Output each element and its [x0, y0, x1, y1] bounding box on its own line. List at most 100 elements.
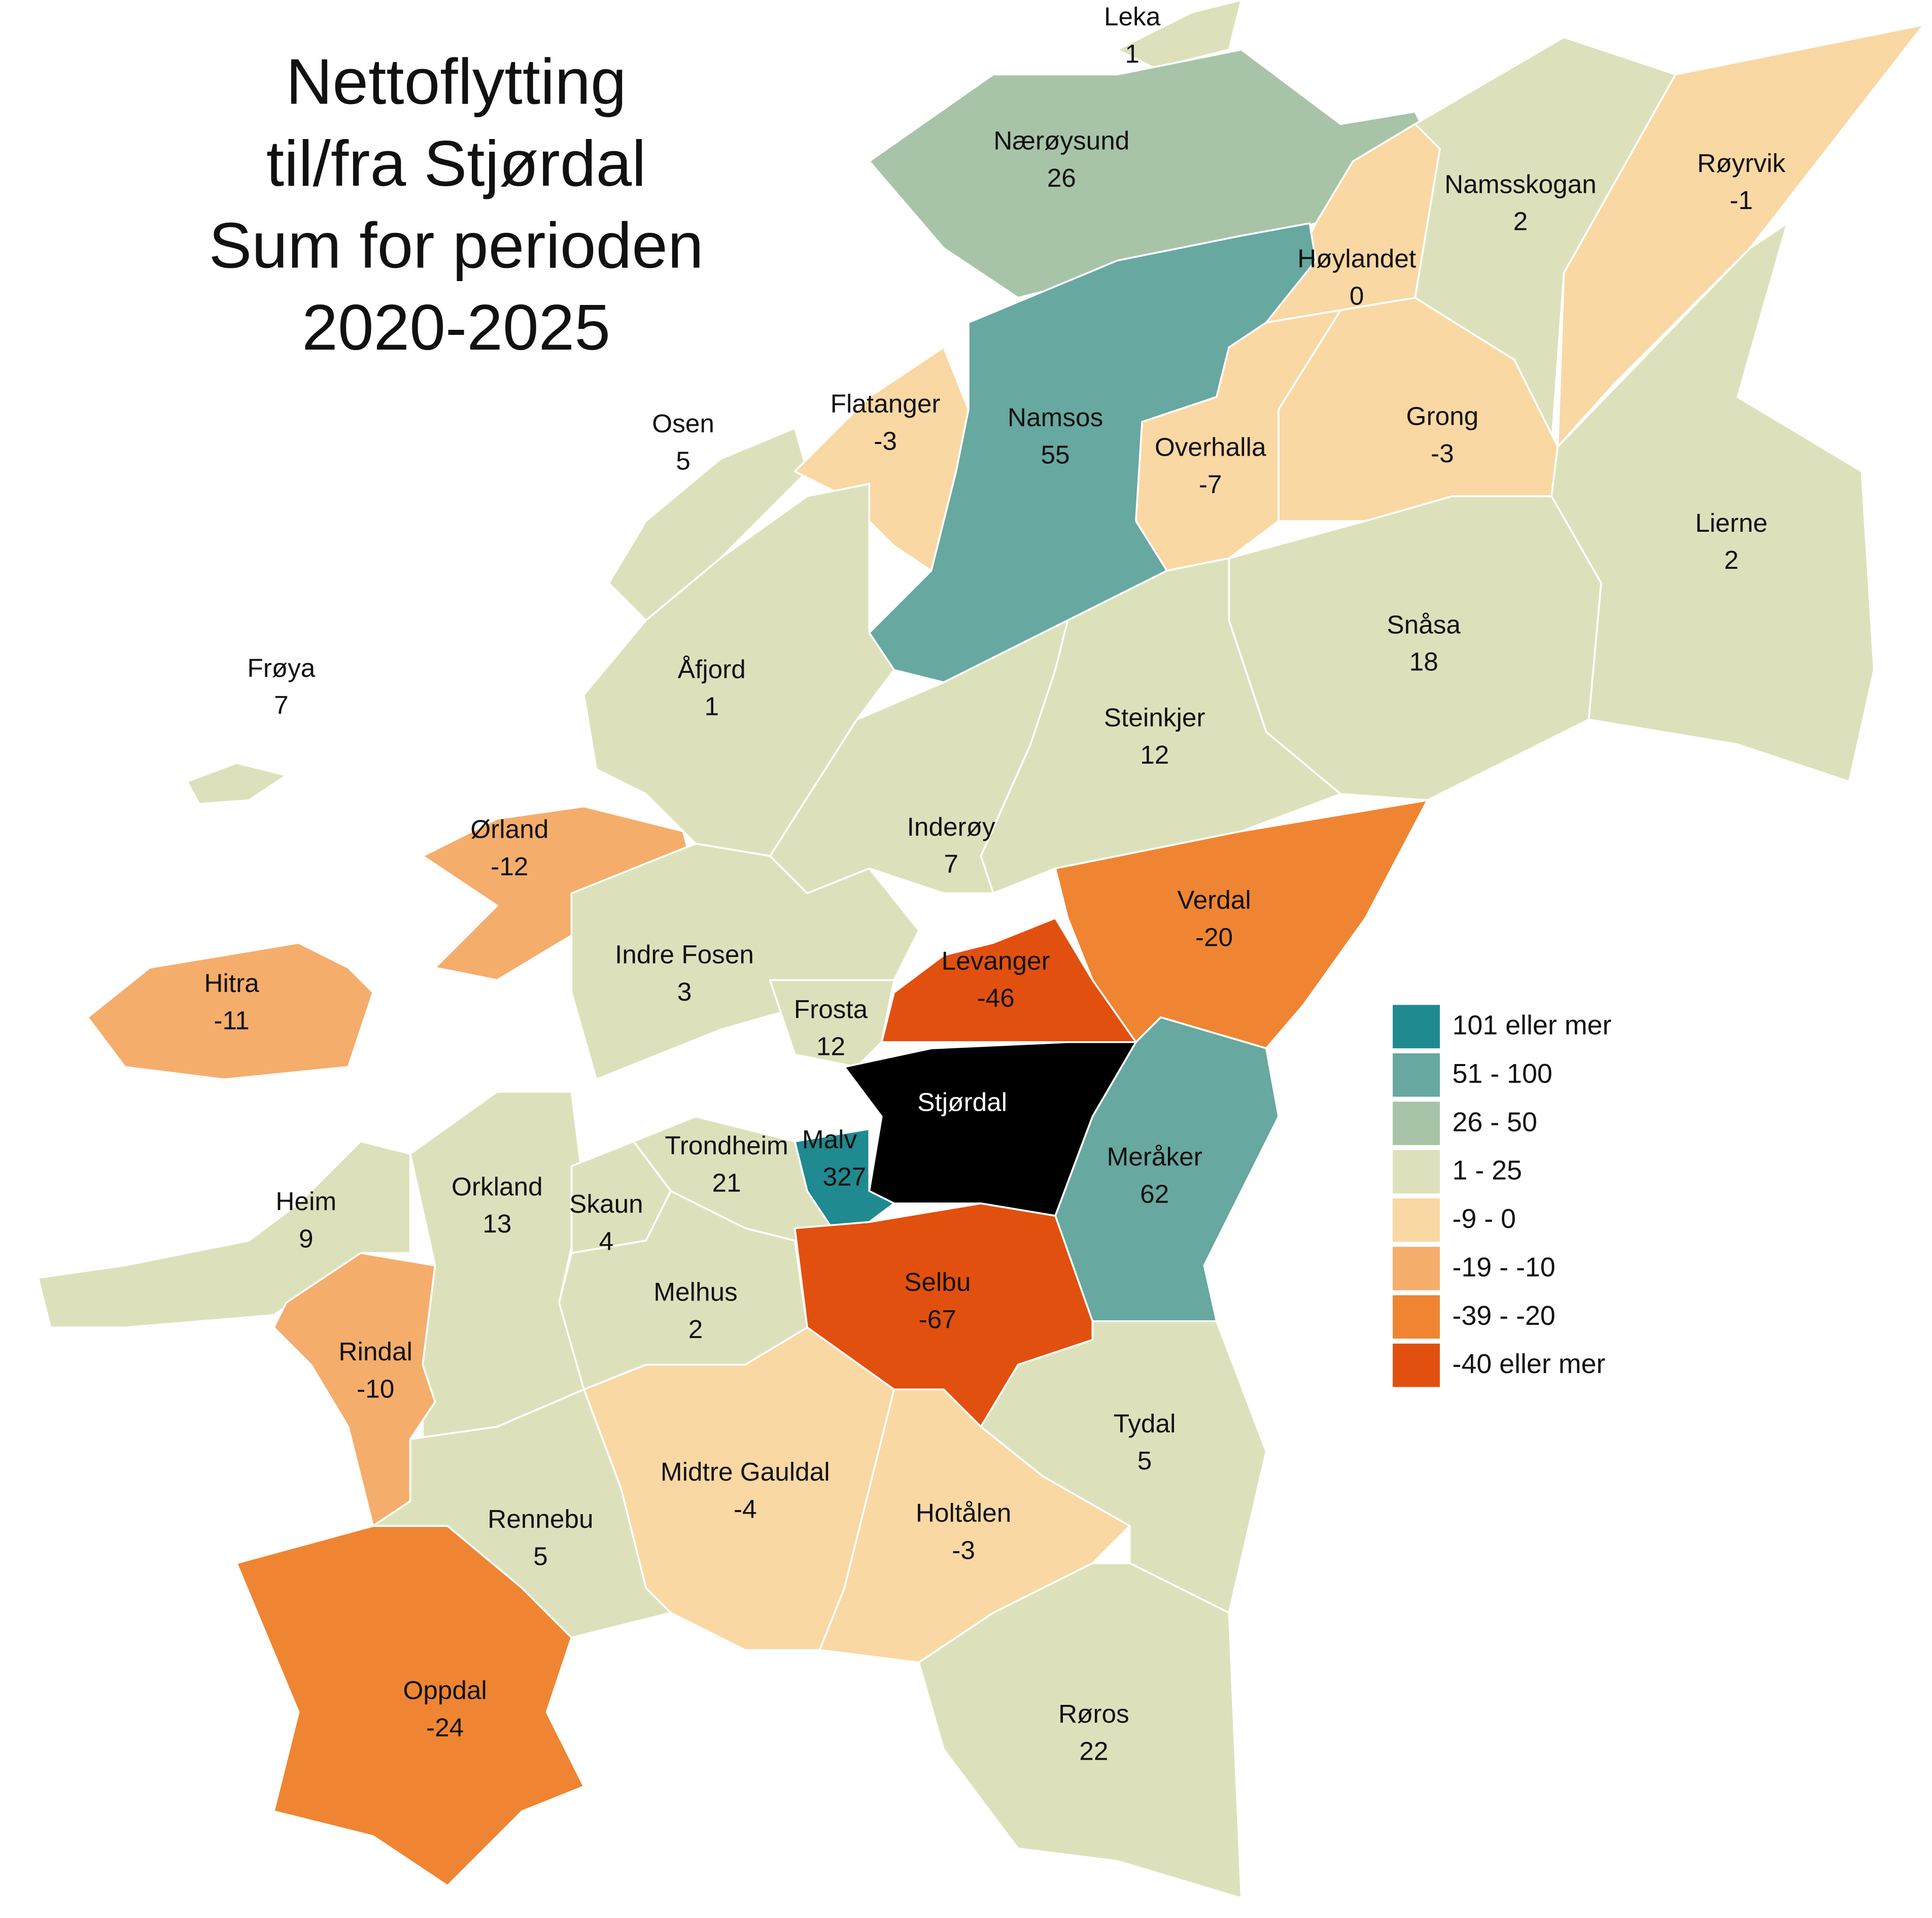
municipality-name: Lierne [1695, 508, 1768, 537]
municipality-value: 2 [688, 1315, 703, 1344]
municipality-name: Levanger [942, 946, 1050, 975]
municipality-name: Meråker [1107, 1142, 1202, 1171]
municipality [880, 917, 1137, 1043]
municipality-value: 21 [712, 1169, 741, 1197]
title-line: 2020-2025 [302, 291, 610, 363]
legend-swatch [1393, 1053, 1440, 1097]
municipality-name: Hitra [204, 969, 259, 998]
municipality-value: -11 [214, 1006, 249, 1035]
legend-label: -9 - 0 [1452, 1204, 1516, 1234]
municipality-value: -3 [952, 1535, 975, 1564]
municipality-value: 55 [1041, 440, 1070, 469]
municipality-value: 0 [1350, 281, 1364, 310]
municipality [409, 1090, 585, 1453]
municipality-name: Frosta [794, 995, 868, 1023]
legend-swatch [1393, 1198, 1440, 1242]
municipality [372, 1388, 672, 1639]
municipality-value: 26 [1047, 163, 1076, 192]
labels: Leka 1 Nærøysund 26 Namsskogan 2 Røyrvik -1 Høyl… [204, 2, 1785, 1765]
municipality-value: -24 [426, 1713, 464, 1742]
municipality-name: Holtålen [916, 1498, 1011, 1527]
municipality-name: Namsskogan [1444, 169, 1597, 198]
municipality [1116, 0, 1243, 70]
municipality-name: Tydal [1114, 1409, 1176, 1438]
municipality-name: Snåsa [1387, 610, 1461, 639]
legend-label: 1 - 25 [1452, 1155, 1522, 1186]
municipality-name: Heim [275, 1187, 336, 1216]
municipality-name: Røros [1058, 1699, 1129, 1728]
municipality-name: Inderøy [907, 812, 995, 841]
municipality-name: Høylandet [1297, 244, 1416, 273]
municipality-name: Skaun [569, 1189, 643, 1218]
municipality-value: -3 [874, 426, 897, 455]
municipality-name: Malv [802, 1125, 857, 1154]
municipality-value: 1 [1125, 40, 1140, 68]
municipality-value: -67 [919, 1305, 956, 1334]
municipality-name: Verdal [1177, 885, 1251, 914]
municipality-value: 2 [1513, 207, 1528, 236]
legend-swatch [1393, 1005, 1440, 1049]
municipality [1054, 1016, 1280, 1322]
municipality-name: Frøya [247, 654, 315, 682]
municipality-value: 1 [704, 692, 719, 721]
municipality-value: -12 [491, 852, 528, 881]
legend-swatch [1393, 1150, 1440, 1194]
municipality [235, 1525, 585, 1887]
municipality-name: Melhus [653, 1278, 737, 1307]
municipality-name: Leka [1104, 2, 1161, 31]
municipality [918, 1562, 1243, 1899]
regions [37, 0, 1925, 1899]
municipality-value: -3 [1431, 439, 1454, 468]
municipality-name: Nærøysund [993, 126, 1129, 155]
municipality [1557, 24, 1925, 448]
municipality-value: 2 [1724, 545, 1739, 574]
legend-label: -39 - -20 [1452, 1300, 1555, 1331]
municipality-value: -1 [1730, 186, 1753, 215]
municipality-name: Flatanger [831, 389, 941, 418]
legend-label: 101 eller mer [1452, 1010, 1611, 1041]
municipality-value: -7 [1199, 470, 1222, 499]
legend: 101 eller mer 51 - 100 26 - 50 1 - 25 -9 - 0… [1393, 1005, 1611, 1387]
municipality-value: 5 [1137, 1446, 1152, 1475]
title-line: Sum for perioden [209, 209, 704, 281]
municipality-value: -46 [977, 983, 1015, 1012]
municipality-name: Ørland [470, 815, 548, 844]
municipality-value: 7 [944, 849, 958, 878]
municipality-name: Rennebu [488, 1504, 593, 1533]
municipality-value: -20 [1195, 922, 1233, 951]
municipality-name: Røyrvik [1697, 149, 1785, 178]
municipality-name: Trondheim [665, 1131, 788, 1160]
municipality-value: -4 [734, 1495, 757, 1524]
municipality-value: 12 [1140, 740, 1169, 769]
municipality-value: 18 [1409, 647, 1438, 676]
municipality [87, 942, 374, 1081]
legend-label: 51 - 100 [1452, 1058, 1552, 1089]
legend-label: -40 eller mer [1452, 1349, 1605, 1379]
municipality-value: 7 [274, 691, 289, 720]
title-line: til/fra Stjørdal [266, 127, 646, 199]
municipality-value: 3 [677, 977, 692, 1006]
municipality-name: Stjørdal [917, 1088, 1007, 1117]
municipality-name: Rindal [338, 1337, 412, 1366]
municipality-value: 12 [816, 1032, 845, 1061]
municipality-value: 22 [1079, 1736, 1108, 1765]
legend-swatch [1393, 1102, 1440, 1145]
legend-swatch [1393, 1247, 1440, 1290]
municipality [608, 427, 808, 622]
legend-swatch [1393, 1343, 1440, 1387]
title: Nettoflytting til/fra Stjørdal Sum for per… [209, 46, 704, 363]
municipality-name: Midtre Gauldal [661, 1457, 830, 1486]
municipality-value: 327 [823, 1162, 867, 1191]
municipality [794, 1128, 895, 1229]
legend-swatch [1393, 1295, 1440, 1339]
municipality-name: Overhalla [1155, 433, 1266, 462]
municipality-name: Oppdal [403, 1676, 487, 1705]
municipality-value: 5 [533, 1542, 548, 1571]
legend-label: 26 - 50 [1452, 1107, 1537, 1137]
municipality-name: Namsos [1008, 403, 1103, 432]
municipality-name: Grong [1406, 402, 1479, 431]
municipality-value: 13 [482, 1209, 511, 1238]
title-line: Nettoflytting [286, 46, 626, 118]
municipality [769, 979, 895, 1068]
